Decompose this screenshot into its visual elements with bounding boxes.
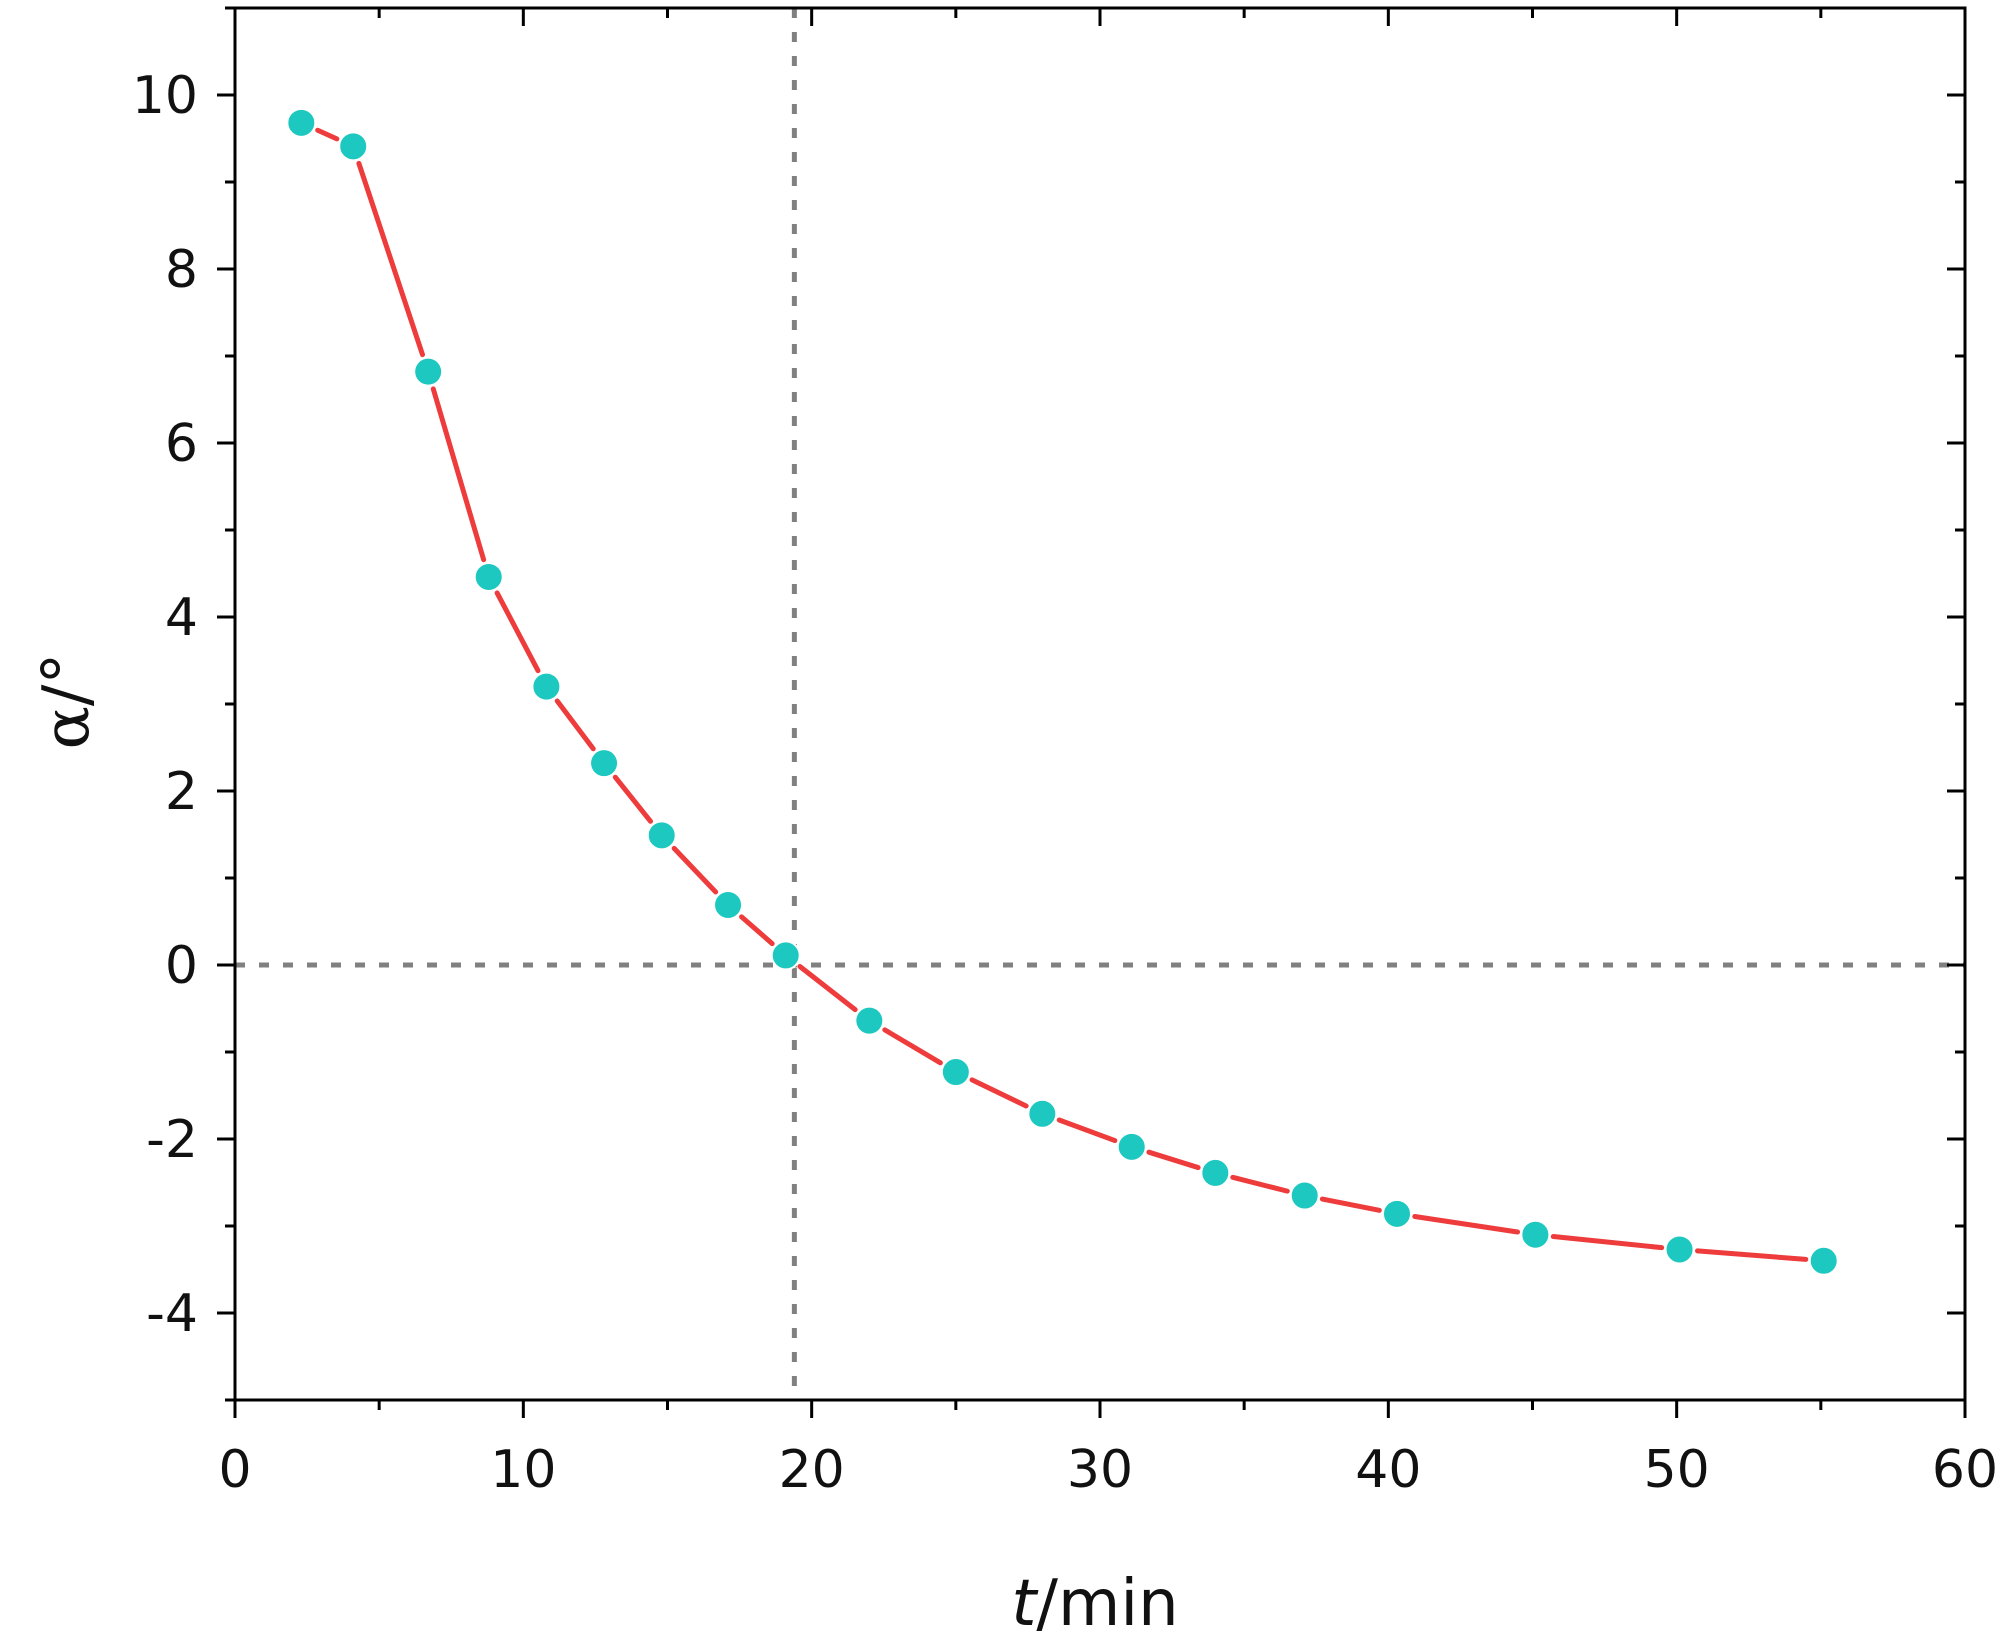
- series-segment: [1230, 1174, 1290, 1194]
- series-segment: [1146, 1149, 1201, 1171]
- data-point: [1200, 1157, 1231, 1188]
- x-tick-label: 40: [1355, 1440, 1421, 1500]
- series-segment: [1056, 1117, 1118, 1144]
- y-tick-label: -4: [146, 1284, 198, 1344]
- data-point: [1381, 1198, 1412, 1229]
- y-tick-label: -2: [146, 1110, 198, 1170]
- series-segment: [554, 698, 596, 752]
- data-point: [1116, 1131, 1147, 1162]
- x-tick-label: 50: [1644, 1440, 1710, 1500]
- series-segment: [739, 914, 775, 947]
- data-point: [646, 820, 677, 851]
- series-segment: [969, 1077, 1029, 1109]
- data-point: [1027, 1098, 1058, 1129]
- series-segment: [671, 845, 719, 895]
- x-axis-title-italic: t: [1011, 1567, 1039, 1641]
- y-axis-title: α/°: [30, 653, 104, 750]
- x-axis-title: t/min: [1011, 1567, 1178, 1641]
- data-point: [1808, 1245, 1839, 1276]
- series-segment: [430, 386, 487, 563]
- series-segment: [882, 1027, 943, 1066]
- data-point: [531, 671, 562, 702]
- series-segment: [612, 774, 654, 824]
- y-axis-title-symbol: α: [30, 706, 104, 749]
- x-tick-label: 60: [1932, 1440, 1998, 1500]
- y-tick-label: 10: [132, 66, 198, 126]
- plot-border: [233, 6, 1967, 1402]
- y-axis-title-rest: /°: [30, 653, 104, 707]
- data-point: [1520, 1219, 1551, 1250]
- y-tick-label: 6: [165, 414, 198, 474]
- data-point: [713, 889, 744, 920]
- x-tick-label: 0: [218, 1440, 251, 1500]
- data-point: [1664, 1234, 1695, 1265]
- series-line: [315, 127, 1809, 1262]
- x-tick-label: 10: [490, 1440, 556, 1500]
- data-point: [854, 1005, 885, 1036]
- data-point: [413, 356, 444, 387]
- y-tick-label: 2: [165, 762, 198, 822]
- series-segment: [356, 160, 426, 358]
- data-point: [338, 131, 369, 162]
- series-segment: [797, 964, 858, 1013]
- y-tick-label: 8: [165, 240, 198, 300]
- x-axis-title-rest: /min: [1036, 1567, 1178, 1641]
- x-tick-labels: 0 10 20 30 40 50 60: [218, 1440, 1998, 1500]
- plot-frame: [233, 6, 1967, 1402]
- x-tick-label: 20: [779, 1440, 845, 1500]
- data-point: [589, 748, 620, 779]
- series-segment: [1319, 1196, 1382, 1213]
- series-segment: [315, 127, 340, 142]
- x-tick-label: 30: [1067, 1440, 1133, 1500]
- y-tick-label: 0: [165, 936, 198, 996]
- data-point: [473, 561, 504, 592]
- y-tick-label: 4: [165, 588, 198, 648]
- y-tick-labels: -4 -2 0 2 4 6 8 10: [132, 66, 198, 1344]
- data-point: [286, 107, 317, 138]
- data-markers: [286, 107, 1839, 1276]
- series-segment: [1412, 1214, 1521, 1235]
- series-segment: [494, 590, 541, 674]
- series-segment: [1550, 1234, 1665, 1251]
- reference-lines: [235, 8, 1965, 1400]
- axis-ticks: [217, 6, 1967, 1418]
- data-point: [940, 1057, 971, 1088]
- data-point: [770, 940, 801, 971]
- data-point: [1289, 1180, 1320, 1211]
- series-segment: [1694, 1248, 1809, 1262]
